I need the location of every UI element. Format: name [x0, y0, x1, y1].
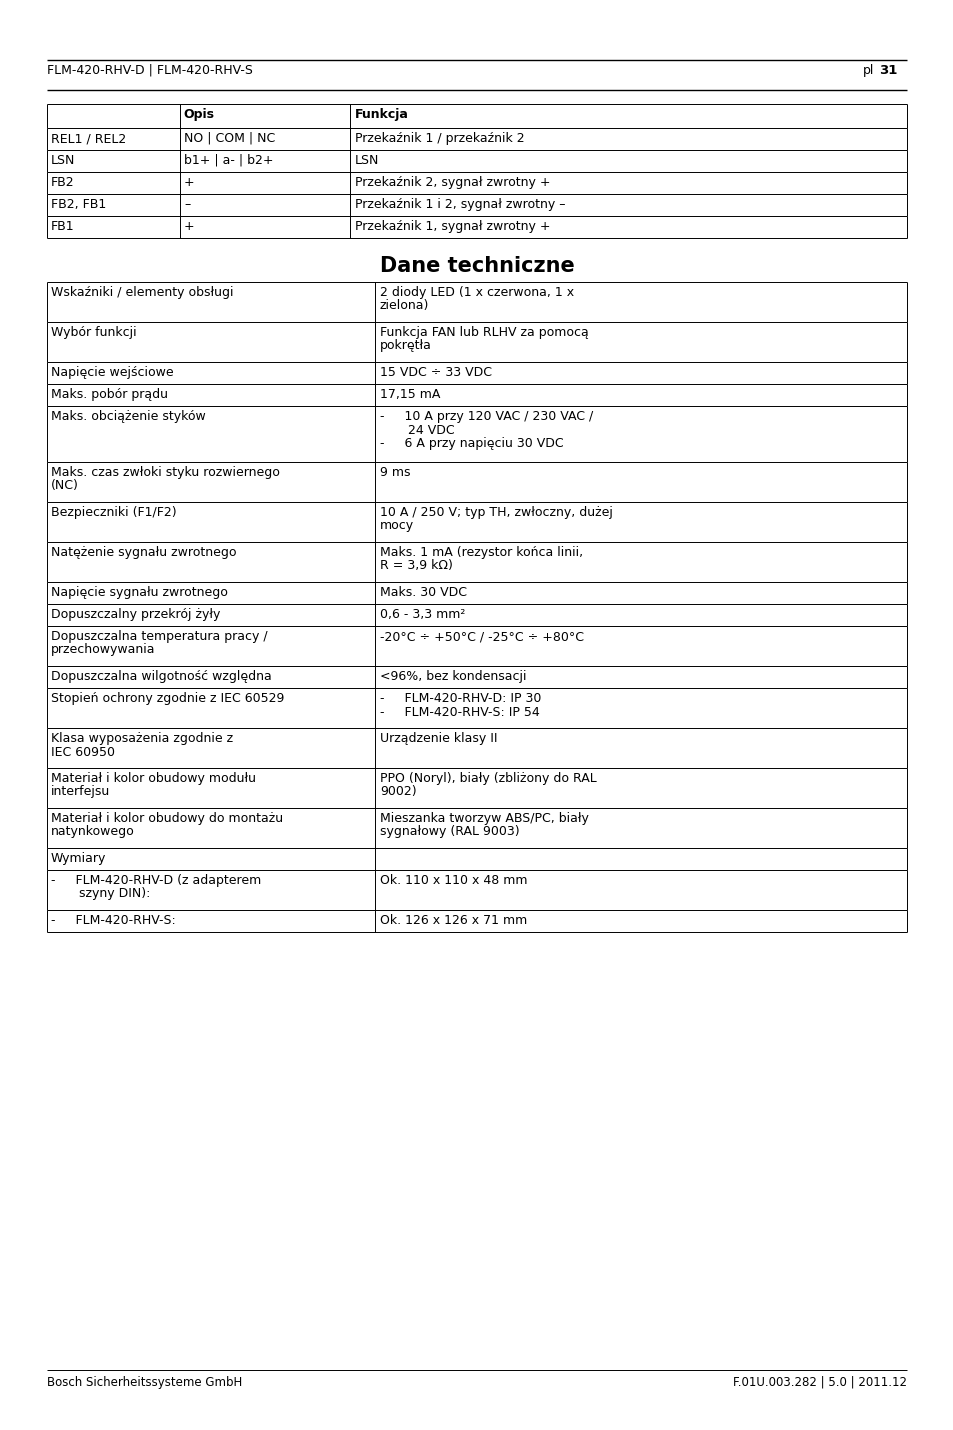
- Text: mocy: mocy: [379, 519, 414, 532]
- Text: Dopuszczalna temperatura pracy /: Dopuszczalna temperatura pracy /: [51, 631, 268, 644]
- Text: Maks. pobór prądu: Maks. pobór prądu: [51, 388, 168, 400]
- Text: Funkcja FAN lub RLHV za pomocą: Funkcja FAN lub RLHV za pomocą: [379, 326, 588, 339]
- Text: Bosch Sicherheitssysteme GmbH: Bosch Sicherheitssysteme GmbH: [47, 1376, 242, 1389]
- Text: 24 VDC: 24 VDC: [379, 423, 455, 436]
- Text: Funkcja: Funkcja: [355, 109, 409, 122]
- Text: -20°C ÷ +50°C / -25°C ÷ +80°C: -20°C ÷ +50°C / -25°C ÷ +80°C: [379, 631, 583, 644]
- Text: przechowywania: przechowywania: [51, 644, 155, 656]
- Text: Urządzenie klasy II: Urządzenie klasy II: [379, 732, 497, 745]
- Text: –: –: [184, 197, 190, 212]
- Text: 9002): 9002): [379, 785, 416, 798]
- Text: F.01U.003.282 | 5.0 | 2011.12: F.01U.003.282 | 5.0 | 2011.12: [732, 1376, 906, 1389]
- Text: LSN: LSN: [355, 154, 379, 167]
- Text: Maks. obciążenie styków: Maks. obciążenie styków: [51, 410, 206, 423]
- Text: Wskaźniki / elementy obsługi: Wskaźniki / elementy obsługi: [51, 286, 233, 299]
- Text: Natężenie sygnału zwrotnego: Natężenie sygnału zwrotnego: [51, 546, 236, 559]
- Text: Materiał i kolor obudowy modułu: Materiał i kolor obudowy modułu: [51, 772, 255, 785]
- Text: -     FLM-420-RHV-S: IP 54: - FLM-420-RHV-S: IP 54: [379, 705, 539, 718]
- Text: 17,15 mA: 17,15 mA: [379, 388, 440, 400]
- Text: 9 ms: 9 ms: [379, 466, 410, 479]
- Text: 31: 31: [878, 64, 897, 77]
- Text: Wymiary: Wymiary: [51, 852, 107, 865]
- Text: Stopień ochrony zgodnie z IEC 60529: Stopień ochrony zgodnie z IEC 60529: [51, 692, 284, 705]
- Text: R = 3,9 kΩ): R = 3,9 kΩ): [379, 559, 453, 572]
- Text: <96%, bez kondensacji: <96%, bez kondensacji: [379, 671, 526, 684]
- Text: Mieszanka tworzyw ABS/PC, biały: Mieszanka tworzyw ABS/PC, biały: [379, 812, 588, 825]
- Text: pl: pl: [862, 64, 874, 77]
- Text: Maks. 1 mA (rezystor końca linii,: Maks. 1 mA (rezystor końca linii,: [379, 546, 582, 559]
- Text: (NC): (NC): [51, 479, 79, 492]
- Text: Dopuszczalny przekrój żyły: Dopuszczalny przekrój żyły: [51, 608, 220, 621]
- Text: Przekaźnik 2, sygnał zwrotny +: Przekaźnik 2, sygnał zwrotny +: [355, 176, 550, 189]
- Text: interfejsu: interfejsu: [51, 785, 111, 798]
- Text: szyny DIN):: szyny DIN):: [51, 888, 151, 901]
- Text: -     FLM-420-RHV-S:: - FLM-420-RHV-S:: [51, 914, 175, 927]
- Text: FB1: FB1: [51, 220, 74, 233]
- Text: 0,6 - 3,3 mm²: 0,6 - 3,3 mm²: [379, 608, 465, 621]
- Text: Wybór funkcji: Wybór funkcji: [51, 326, 136, 339]
- Text: Ok. 126 x 126 x 71 mm: Ok. 126 x 126 x 71 mm: [379, 914, 527, 927]
- Text: PPO (Noryl), biały (zbliżony do RAL: PPO (Noryl), biały (zbliżony do RAL: [379, 772, 597, 785]
- Text: natynkowego: natynkowego: [51, 825, 134, 838]
- Text: Dane techniczne: Dane techniczne: [379, 256, 574, 276]
- Text: LSN: LSN: [51, 154, 75, 167]
- Text: +: +: [184, 176, 194, 189]
- Text: Materiał i kolor obudowy do montażu: Materiał i kolor obudowy do montażu: [51, 812, 283, 825]
- Text: Napięcie wejściowe: Napięcie wejściowe: [51, 366, 173, 379]
- Text: 15 VDC ÷ 33 VDC: 15 VDC ÷ 33 VDC: [379, 366, 492, 379]
- Text: b1+ | a- | b2+: b1+ | a- | b2+: [184, 154, 274, 167]
- Text: FB2, FB1: FB2, FB1: [51, 197, 106, 212]
- Text: Opis: Opis: [183, 109, 213, 122]
- Text: -     FLM-420-RHV-D: IP 30: - FLM-420-RHV-D: IP 30: [379, 692, 540, 705]
- Text: Przekaźnik 1 i 2, sygnał zwrotny –: Przekaźnik 1 i 2, sygnał zwrotny –: [355, 197, 565, 212]
- Text: FLM-420-RHV-D | FLM-420-RHV-S: FLM-420-RHV-D | FLM-420-RHV-S: [47, 64, 253, 77]
- Text: -     FLM-420-RHV-D (z adapterem: - FLM-420-RHV-D (z adapterem: [51, 874, 261, 887]
- Text: -     10 A przy 120 VAC / 230 VAC /: - 10 A przy 120 VAC / 230 VAC /: [379, 410, 593, 423]
- Text: REL1 / REL2: REL1 / REL2: [51, 132, 126, 144]
- Text: +: +: [184, 220, 194, 233]
- Text: Napięcie sygnału zwrotnego: Napięcie sygnału zwrotnego: [51, 586, 228, 599]
- Text: Przekaźnik 1, sygnał zwrotny +: Przekaźnik 1, sygnał zwrotny +: [355, 220, 550, 233]
- Text: Klasa wyposażenia zgodnie z: Klasa wyposażenia zgodnie z: [51, 732, 233, 745]
- Text: IEC 60950: IEC 60950: [51, 745, 115, 758]
- Text: 2 diody LED (1 x czerwona, 1 x: 2 diody LED (1 x czerwona, 1 x: [379, 286, 574, 299]
- Text: Ok. 110 x 110 x 48 mm: Ok. 110 x 110 x 48 mm: [379, 874, 527, 887]
- Text: zielona): zielona): [379, 299, 429, 313]
- Text: 10 A / 250 V; typ TH, zwłoczny, dużej: 10 A / 250 V; typ TH, zwłoczny, dużej: [379, 506, 612, 519]
- Text: sygnałowy (RAL 9003): sygnałowy (RAL 9003): [379, 825, 519, 838]
- Text: Maks. czas zwłoki styku rozwiernego: Maks. czas zwłoki styku rozwiernego: [51, 466, 279, 479]
- Text: Maks. 30 VDC: Maks. 30 VDC: [379, 586, 467, 599]
- Text: FB2: FB2: [51, 176, 74, 189]
- Text: NO | COM | NC: NO | COM | NC: [184, 132, 275, 144]
- Text: pokrętła: pokrętła: [379, 339, 432, 353]
- Text: -     6 A przy napięciu 30 VDC: - 6 A przy napięciu 30 VDC: [379, 438, 563, 450]
- Text: Dopuszczalna wilgotność względna: Dopuszczalna wilgotność względna: [51, 671, 272, 684]
- Text: Przekaźnik 1 / przekaźnik 2: Przekaźnik 1 / przekaźnik 2: [355, 132, 524, 144]
- Text: Bezpieczniki (F1/F2): Bezpieczniki (F1/F2): [51, 506, 176, 519]
